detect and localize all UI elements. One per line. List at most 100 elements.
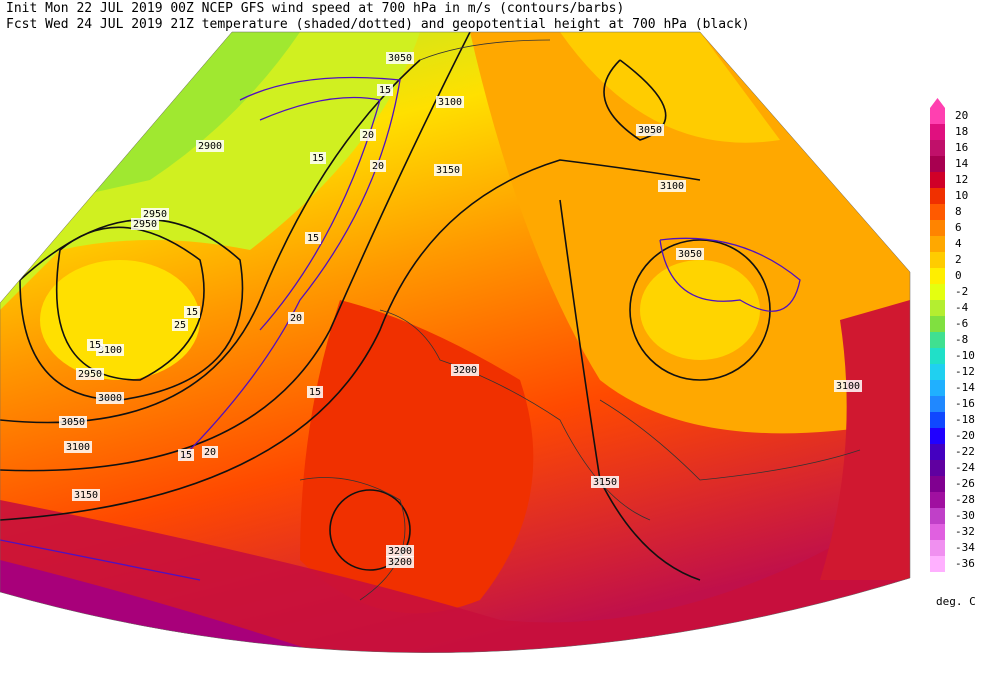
- colorbar-label: 16: [955, 141, 968, 154]
- colorbar-label: 18: [955, 125, 968, 138]
- wind-label: 15: [309, 387, 321, 398]
- height-label: 3050: [61, 417, 85, 428]
- height-label: 3100: [836, 381, 860, 392]
- height-label: 3100: [66, 442, 90, 453]
- colorbar-label: -18: [955, 413, 975, 426]
- colorbar-label: -34: [955, 541, 975, 554]
- wind-label: 20: [372, 161, 384, 172]
- colorbar-swatch: [930, 140, 945, 156]
- height-label: 3050: [388, 53, 412, 64]
- wind-label-box: [360, 129, 376, 141]
- colorbar-swatch: [930, 124, 945, 140]
- colorbar-label: 8: [955, 205, 962, 218]
- wind-contours: [0, 76, 801, 581]
- height-label-box: [76, 368, 104, 380]
- height-label-box: [436, 96, 464, 108]
- colorbar-swatch: [930, 236, 945, 252]
- height-label-box: [658, 180, 686, 192]
- colorbar-label: -20: [955, 429, 975, 442]
- height-label: 3100: [438, 97, 462, 108]
- colorbar-label: -10: [955, 349, 975, 362]
- wind-label-box: [178, 449, 194, 461]
- coastlines: [299, 39, 861, 601]
- colorbar-label: 14: [955, 157, 969, 170]
- colorbar-label: -26: [955, 477, 975, 490]
- colorbar-label: -2: [955, 285, 968, 298]
- colorbar-label: -12: [955, 365, 975, 378]
- header-line: Fcst Wed 24 JUL 2019 21Z temperature (sh…: [6, 17, 750, 32]
- wind-label-box: [202, 446, 218, 458]
- height-label: 3150: [74, 490, 98, 501]
- colorbar-swatch: [930, 380, 945, 396]
- header-line: Init Mon 22 JUL 2019 00Z NCEP GFS wind s…: [6, 1, 624, 16]
- wind-label-box: [370, 160, 386, 172]
- wind-label-box: [288, 312, 304, 324]
- height-label: 3200: [388, 546, 412, 557]
- colorbar-label: 12: [955, 173, 968, 186]
- wind-label: 15: [312, 153, 324, 164]
- colorbar-arrow: [930, 98, 945, 108]
- height-label: 3050: [678, 249, 702, 260]
- colorbar-swatch: [930, 268, 945, 284]
- colorbar-swatch: [930, 412, 945, 428]
- colorbar-swatch: [930, 396, 945, 412]
- height-label-box: [636, 124, 664, 136]
- colorbar-swatch: [930, 252, 945, 268]
- wind-label: 15: [379, 85, 391, 96]
- colorbar-label: 4: [955, 237, 962, 250]
- height-label: 3150: [436, 165, 460, 176]
- colorbar-swatch: [930, 492, 945, 508]
- wind-label: 20: [290, 313, 302, 324]
- height-label-box: [591, 476, 619, 488]
- colorbar-swatch: [930, 300, 945, 316]
- wind-label: 15: [180, 450, 192, 461]
- colorbar-label: -32: [955, 525, 975, 538]
- height-label-box: [386, 545, 414, 557]
- colorbar-swatch: [930, 284, 945, 300]
- colorbar-label: -14: [955, 381, 975, 394]
- height-label-box: [834, 380, 862, 392]
- colorbar-label: -36: [955, 557, 975, 570]
- height-label-box: [386, 556, 414, 568]
- colorbar-swatch: [930, 220, 945, 236]
- colorbar-label: -8: [955, 333, 968, 346]
- wind-label-box: [305, 232, 321, 244]
- wind-label-box: [310, 152, 326, 164]
- colorbar-label: -4: [955, 301, 969, 314]
- colorbar-label: -30: [955, 509, 975, 522]
- height-label: 3100: [98, 345, 122, 356]
- colorbar-label: 20: [955, 109, 968, 122]
- colorbar-label: 6: [955, 221, 962, 234]
- height-label-box: [72, 489, 100, 501]
- colorbar-swatch: [930, 524, 945, 540]
- height-label-box: [131, 218, 159, 230]
- height-label: 2950: [133, 219, 157, 230]
- colorbar-swatch: [930, 460, 945, 476]
- colorbar-label: -28: [955, 493, 975, 506]
- wind-label-box: [307, 386, 323, 398]
- height-label-box: [386, 52, 414, 64]
- wind-label-box: [172, 319, 188, 331]
- colorbar-swatch: [930, 428, 945, 444]
- colorbar-label: 2: [955, 253, 962, 266]
- height-label: 2950: [143, 209, 167, 220]
- wind-label-box: [87, 339, 103, 351]
- height-label-box: [141, 208, 169, 220]
- colorbar-swatch: [930, 204, 945, 220]
- height-label: 3200: [453, 365, 477, 376]
- height-label-box: [196, 140, 224, 152]
- height-contours: [0, 32, 771, 581]
- wind-label: 25: [174, 320, 186, 331]
- height-label-box: [434, 164, 462, 176]
- height-label: 3150: [593, 477, 617, 488]
- colorbar-swatch: [930, 444, 945, 460]
- height-label-box: [96, 392, 124, 404]
- colorbar-label: -22: [955, 445, 975, 458]
- colorbar-label: -24: [955, 461, 975, 474]
- colorbar-swatch: [930, 172, 945, 188]
- wind-label: 20: [204, 447, 216, 458]
- wind-label: 15: [186, 307, 198, 318]
- colorbar-swatch: [930, 156, 945, 172]
